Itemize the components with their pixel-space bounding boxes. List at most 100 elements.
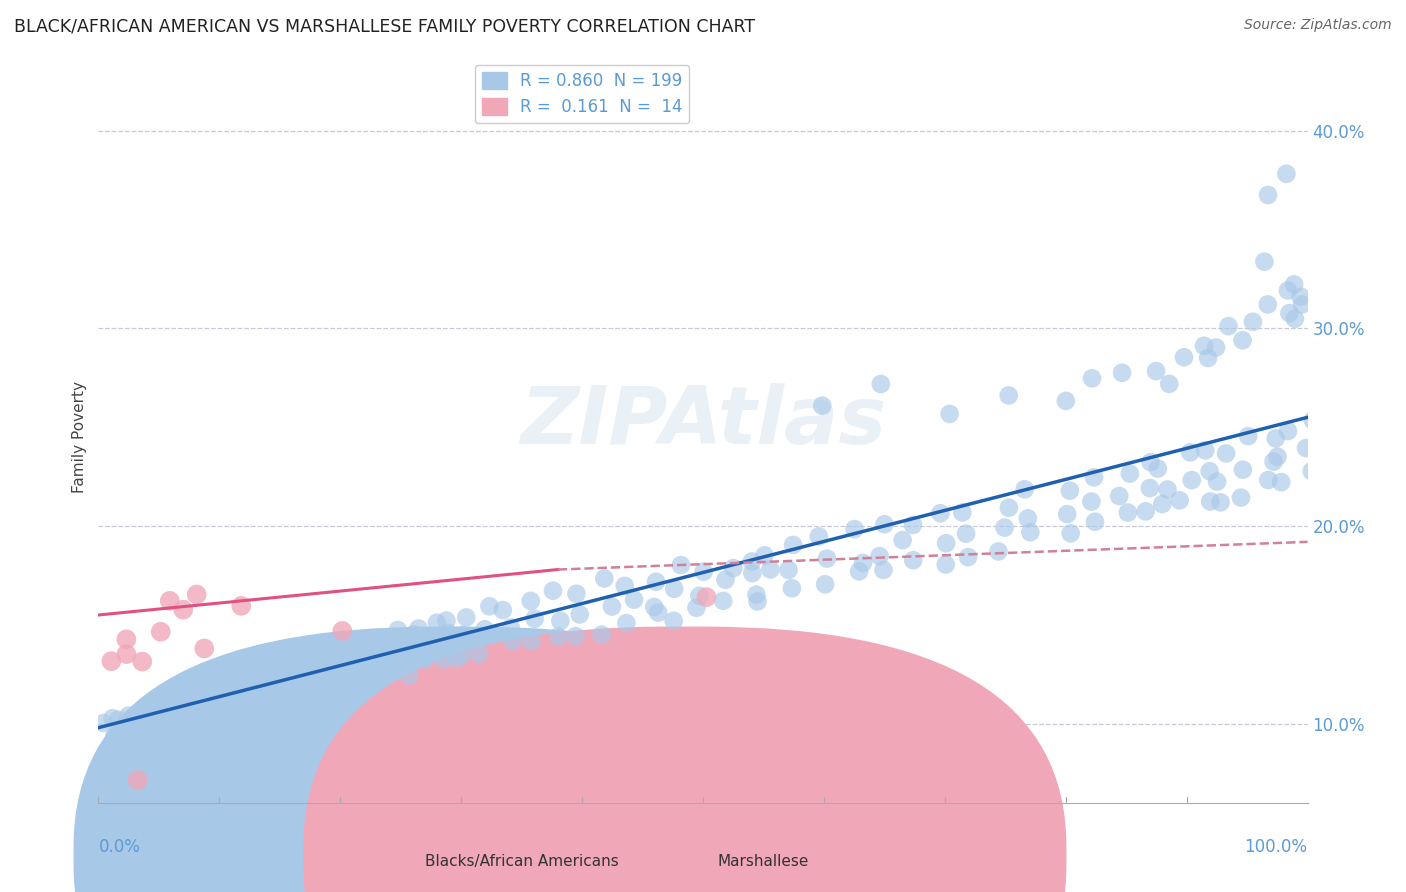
Point bbox=[938, 407, 960, 421]
Point bbox=[239, 695, 262, 709]
FancyBboxPatch shape bbox=[304, 627, 1066, 892]
Point bbox=[138, 721, 160, 735]
Point bbox=[339, 635, 361, 649]
Point bbox=[745, 588, 768, 602]
Y-axis label: Family Poverty: Family Poverty bbox=[72, 381, 87, 493]
Point bbox=[550, 614, 572, 628]
Point bbox=[153, 691, 176, 706]
Point bbox=[127, 710, 149, 724]
Point bbox=[294, 693, 316, 707]
Point bbox=[1080, 494, 1102, 508]
Point bbox=[1083, 470, 1105, 484]
Point bbox=[302, 645, 325, 659]
Point bbox=[1257, 473, 1279, 487]
Point bbox=[1277, 424, 1299, 438]
Point bbox=[250, 699, 273, 714]
Point bbox=[1059, 526, 1081, 541]
Point bbox=[1218, 319, 1240, 334]
Point bbox=[1168, 493, 1191, 508]
Point bbox=[474, 622, 496, 636]
Point bbox=[451, 628, 474, 642]
Point bbox=[202, 711, 225, 725]
Point bbox=[294, 658, 316, 673]
Point bbox=[998, 500, 1021, 515]
Point bbox=[1301, 464, 1323, 478]
Point bbox=[215, 673, 238, 687]
Point bbox=[149, 624, 172, 639]
Point bbox=[127, 772, 149, 787]
Point bbox=[186, 706, 208, 720]
Point bbox=[1108, 489, 1130, 503]
Point bbox=[150, 732, 173, 747]
Point bbox=[115, 647, 138, 661]
Point bbox=[193, 723, 215, 738]
Point bbox=[193, 641, 215, 656]
Point bbox=[692, 565, 714, 579]
Point bbox=[1199, 494, 1222, 508]
Point bbox=[780, 581, 803, 595]
Point bbox=[408, 622, 430, 636]
Point bbox=[848, 565, 870, 579]
Point bbox=[172, 602, 194, 616]
Point bbox=[1181, 473, 1204, 487]
Point bbox=[623, 592, 645, 607]
Point bbox=[1267, 450, 1289, 464]
Point bbox=[1209, 495, 1232, 509]
FancyBboxPatch shape bbox=[75, 627, 837, 892]
Point bbox=[647, 606, 669, 620]
Point bbox=[664, 582, 686, 596]
Point bbox=[343, 661, 366, 675]
Point bbox=[172, 709, 194, 723]
Point bbox=[1206, 475, 1229, 489]
Text: Source: ZipAtlas.com: Source: ZipAtlas.com bbox=[1244, 18, 1392, 32]
Text: 100.0%: 100.0% bbox=[1244, 838, 1308, 856]
Point bbox=[322, 662, 344, 676]
Point bbox=[150, 717, 173, 731]
Point bbox=[1144, 364, 1167, 378]
Point bbox=[997, 388, 1019, 402]
Point bbox=[685, 600, 707, 615]
Point bbox=[413, 653, 436, 667]
Point bbox=[1278, 306, 1301, 320]
Point bbox=[935, 536, 957, 550]
Point bbox=[541, 583, 564, 598]
Point bbox=[243, 671, 266, 685]
Point bbox=[333, 682, 356, 697]
Point bbox=[118, 723, 141, 737]
Point bbox=[852, 556, 875, 570]
Point bbox=[754, 549, 776, 563]
Point bbox=[107, 724, 129, 739]
Point bbox=[115, 632, 138, 647]
Point bbox=[1056, 507, 1078, 521]
Point bbox=[564, 629, 586, 643]
Point bbox=[669, 558, 692, 572]
Point bbox=[371, 669, 394, 683]
Point bbox=[145, 718, 167, 732]
Point bbox=[711, 594, 734, 608]
Point bbox=[891, 533, 914, 548]
Point bbox=[759, 562, 782, 576]
Point bbox=[1054, 393, 1077, 408]
Point bbox=[118, 708, 141, 723]
Point bbox=[184, 726, 207, 740]
Point bbox=[172, 710, 194, 724]
Point bbox=[136, 714, 159, 728]
Point bbox=[423, 645, 446, 659]
Point bbox=[1232, 463, 1254, 477]
Point bbox=[188, 695, 211, 709]
Point bbox=[190, 684, 212, 698]
Point bbox=[1194, 443, 1216, 458]
Point bbox=[1257, 297, 1279, 311]
Point bbox=[314, 665, 336, 679]
Point bbox=[157, 692, 180, 706]
Point bbox=[111, 723, 134, 738]
Point bbox=[502, 634, 524, 648]
Point bbox=[1173, 351, 1195, 365]
Point bbox=[1084, 515, 1107, 529]
Point bbox=[387, 623, 409, 637]
Point bbox=[468, 647, 491, 661]
Point bbox=[298, 665, 321, 680]
Point bbox=[929, 506, 952, 520]
Point bbox=[93, 716, 115, 731]
Point bbox=[339, 670, 361, 684]
